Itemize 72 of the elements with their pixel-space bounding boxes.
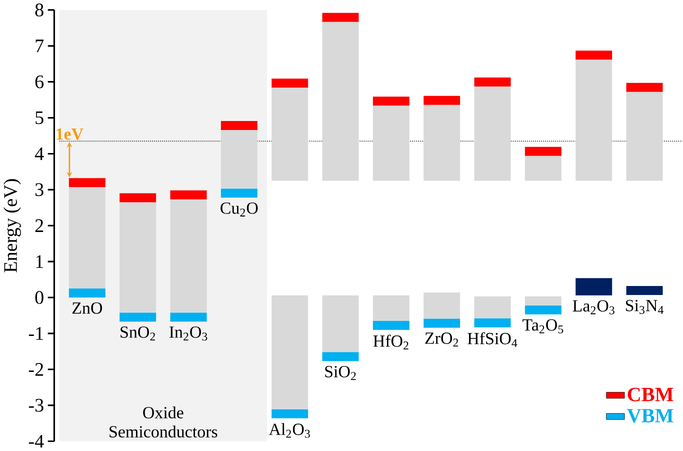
x-tick-label: SnO$_{2}$ [120,326,155,340]
bar [524,146,562,156]
bar [272,295,308,409]
bar [68,178,106,188]
y-tick-label: 3 [35,183,44,196]
bar [474,78,511,86]
bar [524,305,562,314]
bar [272,78,308,88]
x-tick-label: SiO$_{2}$ [325,366,356,380]
y-tick-label: -2 [28,363,44,376]
bar [424,104,460,181]
y-tick-label: 1 [36,255,43,268]
bar [68,187,106,289]
y-tick-label: -4 [28,434,44,448]
bar [474,86,511,181]
x-tick-label: ZrO$_{2}$ [425,332,458,347]
x-tick-label: ZnO [72,302,102,314]
bar [372,106,410,181]
y-tick-label: 6 [35,75,44,88]
bar [626,82,663,92]
x-tick-label: HfSiO$_{4}$ [468,332,518,347]
bar [322,22,359,181]
bar [576,50,612,60]
y-tick-label: 0 [35,291,44,304]
bar [372,295,410,321]
bar [322,12,359,22]
bar [424,318,460,328]
band-label: Oxide Semiconductors [110,406,218,438]
bar [220,130,258,188]
bar [272,88,308,181]
annotation: 1eV [56,128,84,140]
bar [626,92,663,181]
bar [120,202,156,312]
bar [576,278,612,296]
legend-label: VBM [627,409,674,423]
bar [322,295,359,352]
bar [424,292,460,319]
bar [220,188,258,198]
x-tick-label: Al$_{2}$O$_{3}$ [268,423,310,438]
bar [474,296,511,318]
legend-label: CBM [628,388,674,402]
y-tick-label: -1 [28,327,43,340]
y-tick-label: 8 [35,4,44,16]
bar [220,121,258,130]
x-tick-label: Si$_{3}$N$_{4}$ [626,300,664,314]
y-tick-label: 4 [34,147,44,160]
y-tick-label: -3 [28,398,44,412]
bar [576,60,612,181]
y-tick-label: 5 [36,111,44,124]
bar [524,296,562,306]
bar [120,312,156,322]
bar [626,286,663,295]
bar [170,312,207,322]
y-tick-label: 2 [35,219,44,232]
x-tick-label: Cu$_{2}$O [220,202,258,216]
bar [372,320,410,330]
y-axis-title: Energy (eV) [4,179,21,272]
bar [120,193,156,202]
bar [322,352,359,362]
bar [424,96,460,105]
x-tick-label: In$_{2}$O$_{3}$ [169,326,208,341]
y-tick-label: 7 [36,40,44,52]
x-tick-label: Ta$_{2}$O$_{5}$ [522,319,564,334]
bar [524,156,562,181]
bar [272,409,308,418]
bar [68,288,106,298]
bar [474,318,511,328]
bar [372,96,410,106]
x-tick-label: La$_{2}$O$_{3}$ [572,300,614,314]
bar [170,190,207,200]
bar [170,199,207,312]
x-tick-label: HfO$_{2}$ [373,334,408,350]
